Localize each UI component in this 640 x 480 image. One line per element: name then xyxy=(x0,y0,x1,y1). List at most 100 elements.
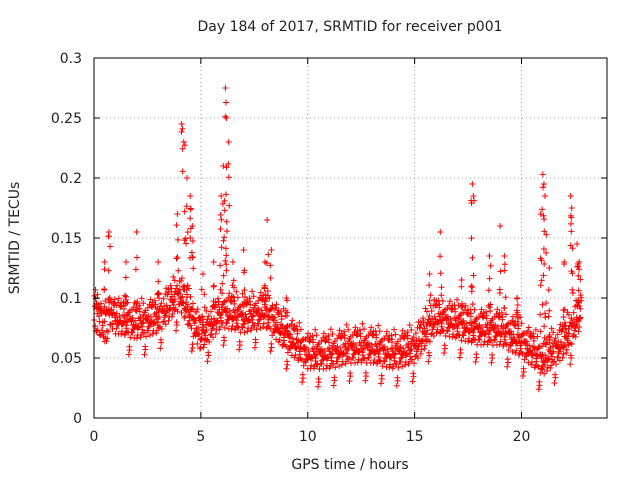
data-point xyxy=(470,332,477,339)
data-point xyxy=(174,211,181,217)
data-point xyxy=(284,349,291,356)
data-point xyxy=(368,324,375,331)
data-point xyxy=(226,308,233,315)
data-point xyxy=(190,265,197,272)
data-point xyxy=(205,313,212,320)
data-point xyxy=(231,298,238,305)
data-point xyxy=(345,345,352,352)
data-point xyxy=(255,305,262,312)
data-point xyxy=(501,336,508,343)
data-point xyxy=(221,324,228,331)
data-point xyxy=(549,359,556,366)
data-point xyxy=(465,338,472,345)
data-point xyxy=(210,303,217,310)
data-point xyxy=(223,261,230,268)
data-point xyxy=(555,350,562,357)
data-point xyxy=(255,297,262,304)
data-point xyxy=(430,332,437,339)
data-point xyxy=(556,357,563,364)
data-point xyxy=(210,282,217,289)
data-point xyxy=(217,225,224,232)
data-point xyxy=(539,184,546,191)
data-point xyxy=(552,374,559,381)
data-point xyxy=(132,266,139,273)
data-point xyxy=(105,267,112,274)
y-tick-label: 0.15 xyxy=(51,231,82,247)
data-point xyxy=(402,362,409,369)
data-point xyxy=(561,319,568,326)
data-point xyxy=(576,315,583,322)
data-point xyxy=(220,342,227,349)
data-point xyxy=(278,313,285,320)
data-point xyxy=(348,343,355,350)
data-point xyxy=(217,262,224,269)
data-point xyxy=(249,288,256,295)
data-point xyxy=(486,253,493,260)
data-point xyxy=(537,282,544,289)
data-point xyxy=(184,291,191,298)
data-point xyxy=(521,356,528,363)
data-point xyxy=(302,344,309,351)
data-point xyxy=(184,301,191,308)
data-point xyxy=(539,363,546,370)
data-point xyxy=(246,295,253,302)
data-point xyxy=(547,364,554,371)
data-point xyxy=(458,277,465,283)
data-point xyxy=(242,293,249,300)
data-point xyxy=(431,321,438,328)
data-point xyxy=(575,287,582,294)
data-point xyxy=(250,312,257,319)
data-point xyxy=(290,340,297,347)
data-point xyxy=(567,361,574,368)
data-point xyxy=(214,295,221,302)
data-point xyxy=(315,379,322,386)
data-point xyxy=(223,267,230,274)
data-point xyxy=(397,344,404,351)
data-point xyxy=(222,113,229,120)
data-point xyxy=(229,293,236,300)
data-point xyxy=(313,332,320,339)
data-point xyxy=(320,330,327,337)
data-point xyxy=(550,348,557,355)
data-point xyxy=(467,310,474,317)
data-point xyxy=(497,338,504,345)
data-point xyxy=(184,229,191,236)
data-point xyxy=(174,254,181,261)
data-point xyxy=(486,275,493,282)
data-point xyxy=(394,377,401,384)
data-point xyxy=(530,330,537,337)
data-point xyxy=(154,305,161,312)
data-point xyxy=(262,295,269,302)
data-point xyxy=(576,266,583,273)
data-point xyxy=(572,333,579,340)
data-point xyxy=(404,332,411,339)
data-point xyxy=(535,386,542,393)
data-point xyxy=(496,290,503,297)
data-point xyxy=(392,350,399,357)
data-point xyxy=(202,337,209,344)
data-point xyxy=(488,337,495,344)
data-point xyxy=(465,335,472,342)
data-point xyxy=(357,330,364,337)
data-point xyxy=(181,208,188,215)
data-point xyxy=(368,342,375,349)
data-point xyxy=(222,245,229,252)
data-point xyxy=(143,333,150,340)
data-point xyxy=(284,309,291,316)
data-point xyxy=(472,358,479,365)
data-point xyxy=(417,324,424,331)
data-point xyxy=(464,311,471,318)
data-point xyxy=(527,347,534,354)
data-point xyxy=(229,323,236,330)
data-point xyxy=(486,304,493,311)
data-point xyxy=(563,346,570,353)
data-point xyxy=(281,337,288,344)
data-point xyxy=(556,348,563,355)
y-tick-label: 0.1 xyxy=(60,291,82,307)
data-point xyxy=(543,249,550,256)
data-point xyxy=(325,332,332,339)
data-point xyxy=(271,314,278,321)
data-point xyxy=(514,302,521,309)
data-point xyxy=(425,358,432,365)
data-point xyxy=(203,307,210,314)
